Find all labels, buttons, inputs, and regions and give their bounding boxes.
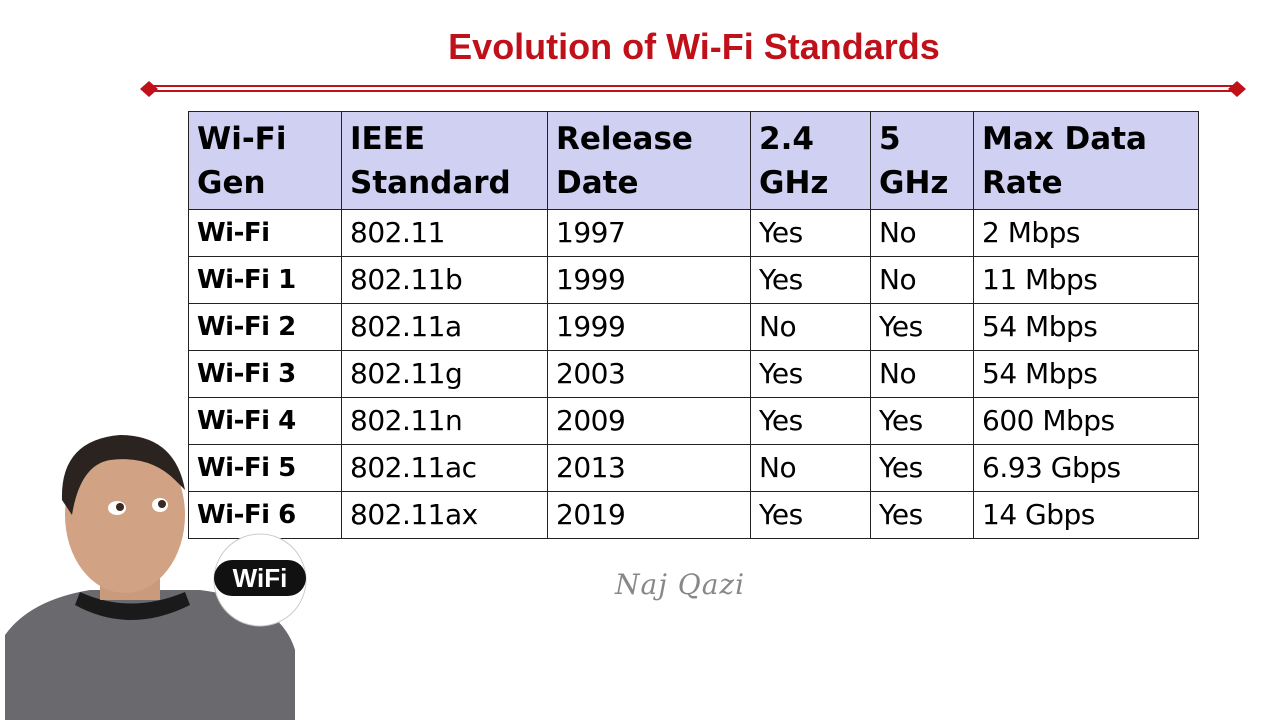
header-text: Max Data — [982, 120, 1147, 157]
table-cell: 11 Mbps — [973, 256, 1199, 304]
table-cell: No — [750, 444, 871, 492]
table-cell: Wi-Fi — [188, 209, 342, 257]
table-cell: Wi-Fi 2 — [188, 303, 342, 351]
table-row: Wi-Fi 802.11 1997 Yes No 2 Mbps — [188, 209, 1199, 257]
header-text: Standard — [350, 164, 511, 201]
table-cell: Wi-Fi 3 — [188, 350, 342, 398]
table-cell: 802.11a — [341, 303, 548, 351]
header-cell: Wi-Fi Gen — [188, 111, 342, 210]
header-text: Release — [556, 120, 693, 157]
header-cell: 2.4 GHz — [750, 111, 871, 210]
header-text: 2.4 — [759, 120, 814, 157]
table-cell: 1997 — [547, 209, 751, 257]
header-text: Date — [556, 164, 639, 201]
table-cell: No — [750, 303, 871, 351]
table-cell: Yes — [750, 397, 871, 445]
table-cell: Yes — [870, 491, 974, 539]
table-cell: Yes — [750, 491, 871, 539]
header-cell: IEEE Standard — [341, 111, 548, 210]
table-cell: Yes — [750, 350, 871, 398]
table-cell: Yes — [750, 209, 871, 257]
header-text: GHz — [879, 164, 949, 201]
table-cell: 2013 — [547, 444, 751, 492]
table-cell: No — [870, 350, 974, 398]
table-cell: 2019 — [547, 491, 751, 539]
header-text: GHz — [759, 164, 829, 201]
presenter-photo: WiFi — [5, 435, 307, 720]
logo-text: WiFi — [233, 563, 288, 593]
table-cell: 54 Mbps — [973, 350, 1199, 398]
table-row: Wi-Fi 4 802.11n 2009 Yes Yes 600 Mbps — [188, 397, 1199, 445]
table-cell: No — [870, 256, 974, 304]
table-cell: 2003 — [547, 350, 751, 398]
wifi-logo: WiFi — [213, 533, 307, 627]
table-cell: Wi-Fi 1 — [188, 256, 342, 304]
header-cell: Release Date — [547, 111, 751, 210]
header-text: Wi-Fi — [197, 120, 287, 157]
table-cell: 6.93 Gbps — [973, 444, 1199, 492]
table-cell: 1999 — [547, 303, 751, 351]
table-cell: 2 Mbps — [973, 209, 1199, 257]
table-cell: Yes — [870, 397, 974, 445]
table-cell: 802.11n — [341, 397, 548, 445]
header-text: Rate — [982, 164, 1063, 201]
header-text: Gen — [197, 164, 266, 201]
header-row: Wi-Fi Gen IEEE Standard Release Date 2.4 GHz 5 GH… — [188, 111, 1199, 210]
wifi-table: Wi-Fi Gen IEEE Standard Release Date 2.4 GHz 5 GH… — [188, 111, 1199, 539]
table-row: Wi-Fi 3 802.11g 2003 Yes No 54 Mbps — [188, 350, 1199, 398]
table-row: Wi-Fi 2 802.11a 1999 No Yes 54 Mbps — [188, 303, 1199, 351]
table-cell: 802.11 — [341, 209, 548, 257]
table-row: Wi-Fi 1 802.11b 1999 Yes No 11 Mbps — [188, 256, 1199, 304]
header-text: 5 — [879, 120, 901, 157]
table-row: Wi-Fi 5 802.11ac 2013 No Yes 6.93 Gbps — [188, 444, 1199, 492]
table-cell: 802.11b — [341, 256, 548, 304]
title-rule — [140, 81, 1246, 97]
table-cell: Wi-Fi 6 — [188, 491, 342, 539]
table-cell: 1999 — [547, 256, 751, 304]
header-text: IEEE — [350, 120, 426, 157]
table-cell: 2009 — [547, 397, 751, 445]
table-cell: Yes — [870, 303, 974, 351]
header-cell: 5 GHz — [870, 111, 974, 210]
table-cell: Yes — [870, 444, 974, 492]
table-cell: 14 Gbps — [973, 491, 1199, 539]
table-body: Wi-Fi 802.11 1997 Yes No 2 Mbps Wi-Fi 1 802.11b… — [188, 209, 1199, 539]
header-cell: Max Data Rate — [973, 111, 1199, 210]
signature: Naj Qazi — [615, 568, 746, 601]
table-cell: Wi-Fi 4 — [188, 397, 342, 445]
table-row: Wi-Fi 6 802.11ax 2019 Yes Yes 14 Gbps — [188, 491, 1199, 539]
table-cell: 600 Mbps — [973, 397, 1199, 445]
table-cell: 54 Mbps — [973, 303, 1199, 351]
title: Evolution of Wi-Fi Standards — [448, 26, 940, 67]
table-cell: 802.11g — [341, 350, 548, 398]
table-cell: No — [870, 209, 974, 257]
table-cell: Yes — [750, 256, 871, 304]
table-cell: 802.11ax — [341, 491, 548, 539]
table-cell: 802.11ac — [341, 444, 548, 492]
